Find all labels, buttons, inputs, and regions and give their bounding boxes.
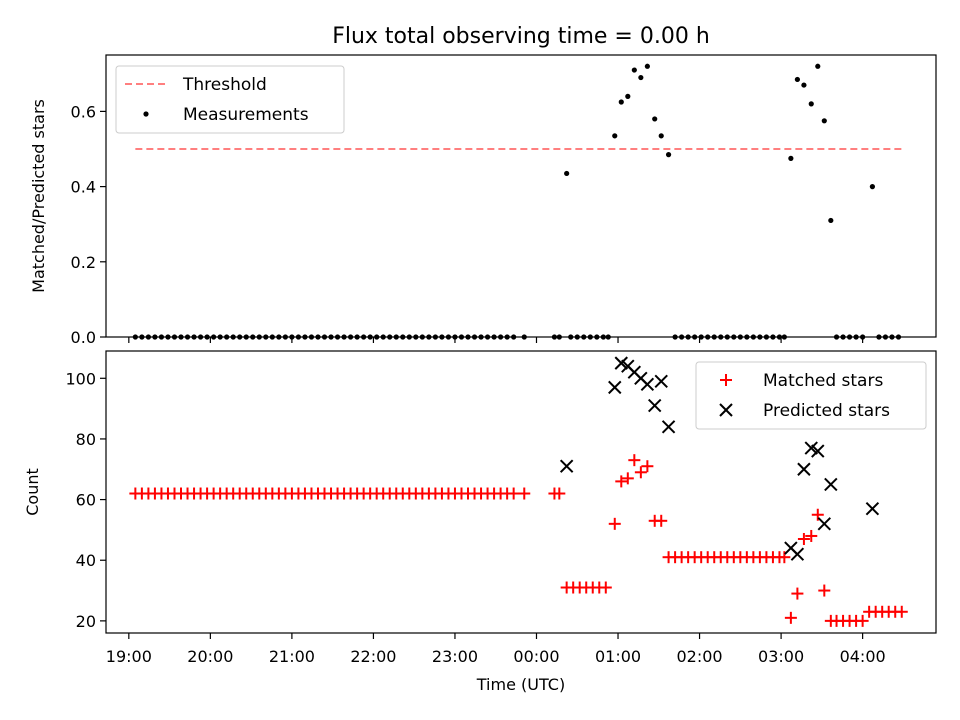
matched-star-point <box>507 487 520 500</box>
measurement-point <box>644 63 650 69</box>
predicted-star-point <box>865 501 880 516</box>
bottom-y-axis-label: Count <box>23 468 42 516</box>
matched-star-point <box>784 611 797 624</box>
matched-star-point <box>797 533 810 545</box>
top-axes-frame <box>105 54 937 338</box>
predicted-star-point <box>640 377 655 392</box>
x-tick-label: 04:00 <box>840 647 886 666</box>
measurement-point <box>638 74 644 81</box>
bottom-legend: Matched stars Predicted stars <box>695 361 927 430</box>
measurement-point <box>658 133 664 139</box>
bottom-y-tick-label: 80 <box>76 430 96 449</box>
figure-title: Flux total observing time = 0.00 h <box>332 24 710 49</box>
top-legend: Threshold Measurements <box>115 65 345 134</box>
predicted-star-point <box>817 517 832 531</box>
bottom-y-tick-label: 40 <box>76 551 96 570</box>
x-tick-label: 21:00 <box>269 647 315 666</box>
predicted-star-point <box>654 374 668 389</box>
measurement-point <box>618 99 624 105</box>
top-y-tick-label: 0.6 <box>71 102 96 121</box>
legend-measurements-label: Measurements <box>183 105 309 125</box>
legend-matched-swatch <box>720 374 732 386</box>
top-y-axis-label: Matched/Predicted stars <box>29 99 48 293</box>
x-tick-label: 19:00 <box>106 647 152 666</box>
measurement-point <box>808 101 814 107</box>
measurement-point <box>564 170 570 177</box>
matched-star-point <box>553 487 566 500</box>
top-x-ticks <box>128 337 864 343</box>
predicted-star-point <box>608 380 622 395</box>
predicted-star-point <box>648 398 662 413</box>
top-y-tick-label: 0.2 <box>71 253 96 272</box>
predicted-star-point <box>811 444 825 458</box>
measurement-point <box>625 93 631 99</box>
x-tick-label: 02:00 <box>677 647 723 666</box>
measurement-point <box>788 155 794 161</box>
predicted-star-point <box>790 547 805 561</box>
matched-star-point <box>805 529 818 542</box>
matched-star-point <box>634 466 647 479</box>
matched-star-point <box>641 460 654 473</box>
bottom-legend-box <box>695 361 927 430</box>
matched-star-point <box>599 581 612 594</box>
matched-star-point <box>615 475 628 488</box>
measurement-point <box>612 133 618 139</box>
measurement-point <box>821 118 827 124</box>
predicted-star-point <box>824 477 838 492</box>
top-y-tick-label: 0.0 <box>71 328 96 347</box>
top-y-tick-label: 0.4 <box>71 178 96 197</box>
measurement-point <box>801 82 807 88</box>
bottom-y-tick-label: 100 <box>65 369 96 388</box>
matched-star-point <box>778 551 791 564</box>
legend-predicted-swatch <box>719 403 733 417</box>
matched-star-point <box>856 614 869 627</box>
predicted-star-point <box>559 459 574 473</box>
matched-star-point <box>518 487 531 500</box>
measurement-point <box>815 63 821 69</box>
legend-threshold-label: Threshold <box>182 75 267 95</box>
matched-star-point <box>811 508 824 521</box>
top-panel: 0.0 0.2 0.4 0.6 Matched/Predicted stars Thr… <box>29 54 937 347</box>
x-tick-label: 00:00 <box>513 647 559 666</box>
matched-star-point <box>818 584 831 597</box>
x-axis-label: Time (UTC) <box>476 675 565 694</box>
bottom-panel: 20 40 60 80 100 19:00 20:00 21:00 22:00 23:00 00:… <box>23 350 937 694</box>
bottom-y-ticks: 20 40 60 80 100 <box>65 369 106 631</box>
matched-star-point <box>655 514 668 527</box>
matched-star-point <box>895 605 908 618</box>
bottom-y-tick-label: 20 <box>76 612 96 631</box>
x-tick-label: 20:00 <box>187 647 233 666</box>
measurement-point <box>869 184 876 190</box>
measurement-point <box>828 217 834 224</box>
top-legend-box <box>115 65 345 134</box>
predicted-star-point <box>797 462 811 476</box>
legend-measurements-swatch <box>143 111 149 117</box>
matched-star-point <box>628 454 641 467</box>
x-tick-label: 23:00 <box>432 647 478 666</box>
predicted-star-point <box>614 356 628 370</box>
matched-star-point <box>791 587 804 600</box>
measurement-point <box>631 67 637 73</box>
bottom-data-marks <box>129 356 908 627</box>
matched-star-point <box>621 472 634 485</box>
legend-matched-label: Matched stars <box>763 371 883 391</box>
measurement-point <box>665 152 672 158</box>
x-tick-label: 01:00 <box>595 647 641 666</box>
top-y-ticks: 0.0 0.2 0.4 0.6 <box>71 102 106 347</box>
x-tick-label: 03:00 <box>758 647 804 666</box>
x-tick-label: 22:00 <box>350 647 396 666</box>
predicted-star-point <box>804 441 818 455</box>
legend-predicted-label: Predicted stars <box>763 401 890 421</box>
bottom-y-tick-label: 60 <box>76 491 96 510</box>
measurement-point <box>652 116 658 122</box>
measurement-point <box>794 76 800 83</box>
matched-star-point <box>608 517 621 530</box>
bottom-axes-frame <box>105 350 937 634</box>
predicted-star-point <box>661 420 676 434</box>
bottom-x-ticks: 19:00 20:00 21:00 22:00 23:00 00:00 01:00 02:00… <box>106 633 886 666</box>
